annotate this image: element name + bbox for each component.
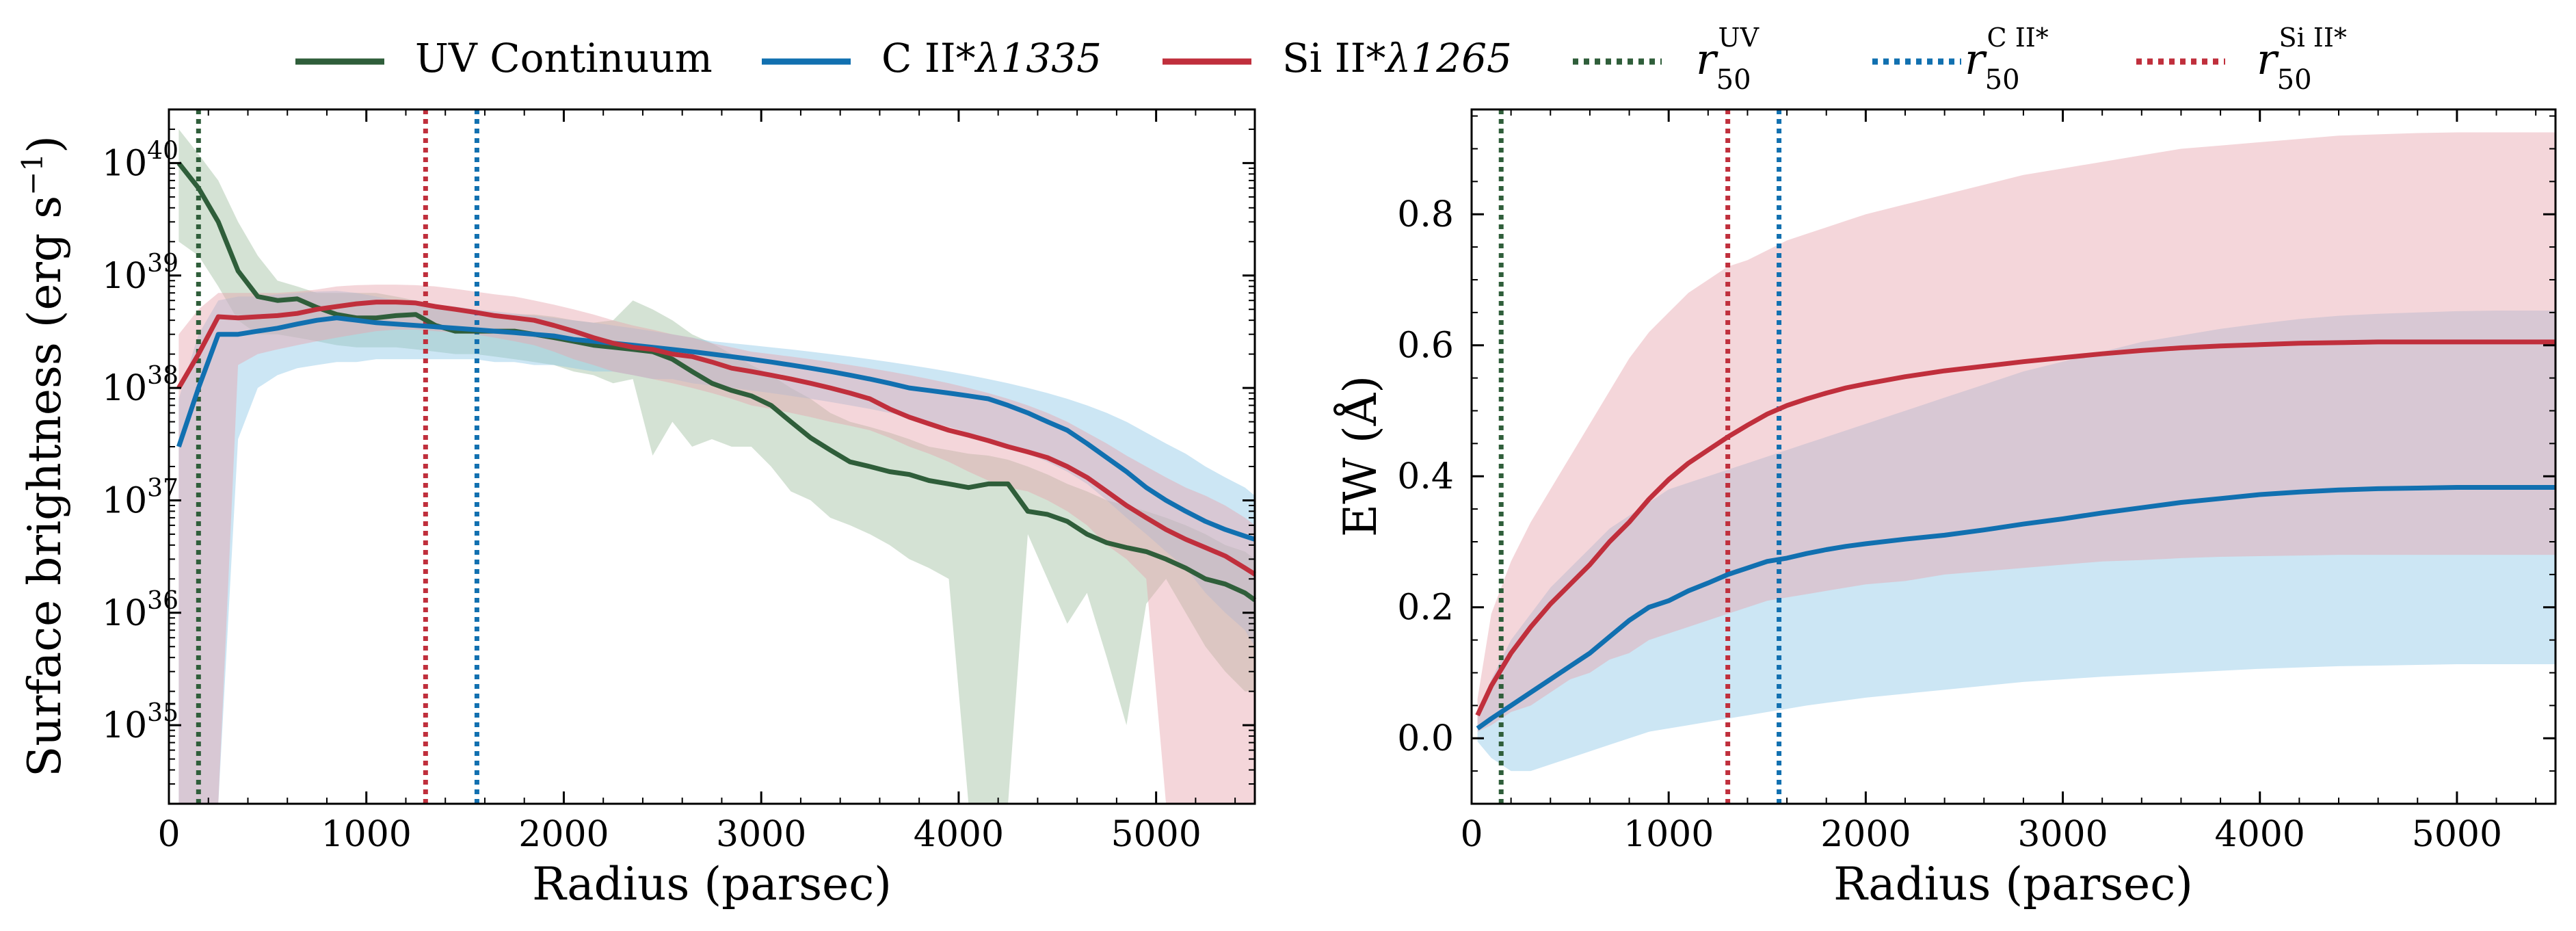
legend-item-si2: Si II*λ1265: [1163, 35, 1512, 81]
legend-label-r50-si2: r50Si II*: [2257, 23, 2347, 96]
ew-panel: 0 1000 2000 3000 4000 5000 0.0 0.2 0.4 0.6 0.8 Rad…: [1334, 108, 2557, 910]
legend-label-c2: C II*λ1335: [881, 35, 1102, 81]
right-ytick-label: 0.6: [1397, 326, 1454, 367]
legend-item-r50-c2: r50C II*: [1872, 23, 2049, 96]
right-y-axis-label: EW (Å): [1334, 376, 1387, 537]
left-r50-lines: [196, 109, 479, 804]
right-band-c2: [1477, 311, 2555, 772]
legend-item-c2: C II*λ1335: [762, 35, 1102, 81]
left-bands: [178, 129, 1255, 804]
right-line-si2: [1475, 339, 2555, 717]
right-line-c2: [1476, 485, 2555, 731]
left-xtick-label: 4000: [914, 814, 1004, 855]
left-ytick-label: 1036: [102, 587, 178, 634]
right-xtick-label: 1000: [1623, 814, 1714, 855]
right-xtick-label: 5000: [2412, 814, 2502, 855]
left-y-axis-label: Surface brightness (erg s−1): [16, 135, 71, 777]
left-band-si2: [178, 285, 1255, 804]
legend-label-r50-uv: r50UV: [1696, 23, 1760, 96]
left-x-axis-label: Radius (parsec): [532, 858, 892, 910]
right-x-axis-label: Radius (parsec): [1833, 858, 2193, 910]
left-xtick-label: 0: [157, 814, 180, 855]
legend-item-uv: UV Continuum: [295, 35, 713, 81]
right-xtick-label: 2000: [1820, 814, 1911, 855]
right-band-si2: [1477, 132, 2555, 732]
left-ytick-label: 1037: [102, 474, 178, 521]
left-plot-frame: [168, 108, 1256, 805]
legend-label-r50-c2: r50C II*: [1965, 23, 2049, 96]
surface-brightness-panel: 0 1000 2000 3000 4000 5000 1035 1036 1037 1038 103…: [16, 108, 1257, 910]
left-xtick-label: 5000: [1111, 814, 1201, 855]
right-ytick-label: 0.4: [1397, 456, 1454, 497]
left-ytick-label: 1035: [102, 699, 178, 746]
left-ticks: 0 1000 2000 3000 4000 5000 1035 1036 1037 1038 103…: [102, 109, 1255, 855]
left-band-c2: [178, 291, 1255, 804]
left-xtick-label: 3000: [716, 814, 806, 855]
left-xtick-label: 2000: [518, 814, 609, 855]
right-ticks: 0 1000 2000 3000 4000 5000 0.0 0.2 0.4 0.6 0.8: [1397, 109, 2555, 855]
right-plot-frame: [1470, 108, 2557, 805]
left-band-uv: [178, 129, 1255, 804]
left-xtick-label: 1000: [321, 814, 412, 855]
right-xtick-label: 0: [1460, 814, 1483, 855]
right-ytick-label: 0.2: [1397, 588, 1454, 629]
right-series-lines: [1475, 339, 2555, 731]
right-bands: [1477, 132, 2555, 772]
right-ytick-label: 0.0: [1397, 718, 1454, 759]
right-xtick-label: 3000: [2017, 814, 2108, 855]
legend-item-r50-si2: r50Si II*: [2136, 23, 2347, 96]
legend-label-si2: Si II*λ1265: [1282, 35, 1512, 81]
right-ytick-label: 0.8: [1397, 194, 1454, 235]
left-line-c2: [176, 315, 1256, 542]
left-ytick-label: 1038: [102, 362, 178, 409]
right-xtick-label: 4000: [2215, 814, 2305, 855]
left-ytick-label: 1039: [102, 250, 178, 297]
right-r50-lines: [1498, 109, 1782, 804]
legend-item-r50-uv: r50UV: [1573, 23, 1760, 96]
left-line-si2: [176, 300, 1256, 577]
legend-label-uv: UV Continuum: [415, 35, 713, 81]
left-series-lines: [176, 161, 1257, 602]
left-line-uv: [176, 161, 1257, 602]
legend: UV Continuum C II*λ1335 Si II*λ1265 r50U…: [295, 23, 2347, 96]
left-ytick-label: 1040: [102, 137, 178, 184]
